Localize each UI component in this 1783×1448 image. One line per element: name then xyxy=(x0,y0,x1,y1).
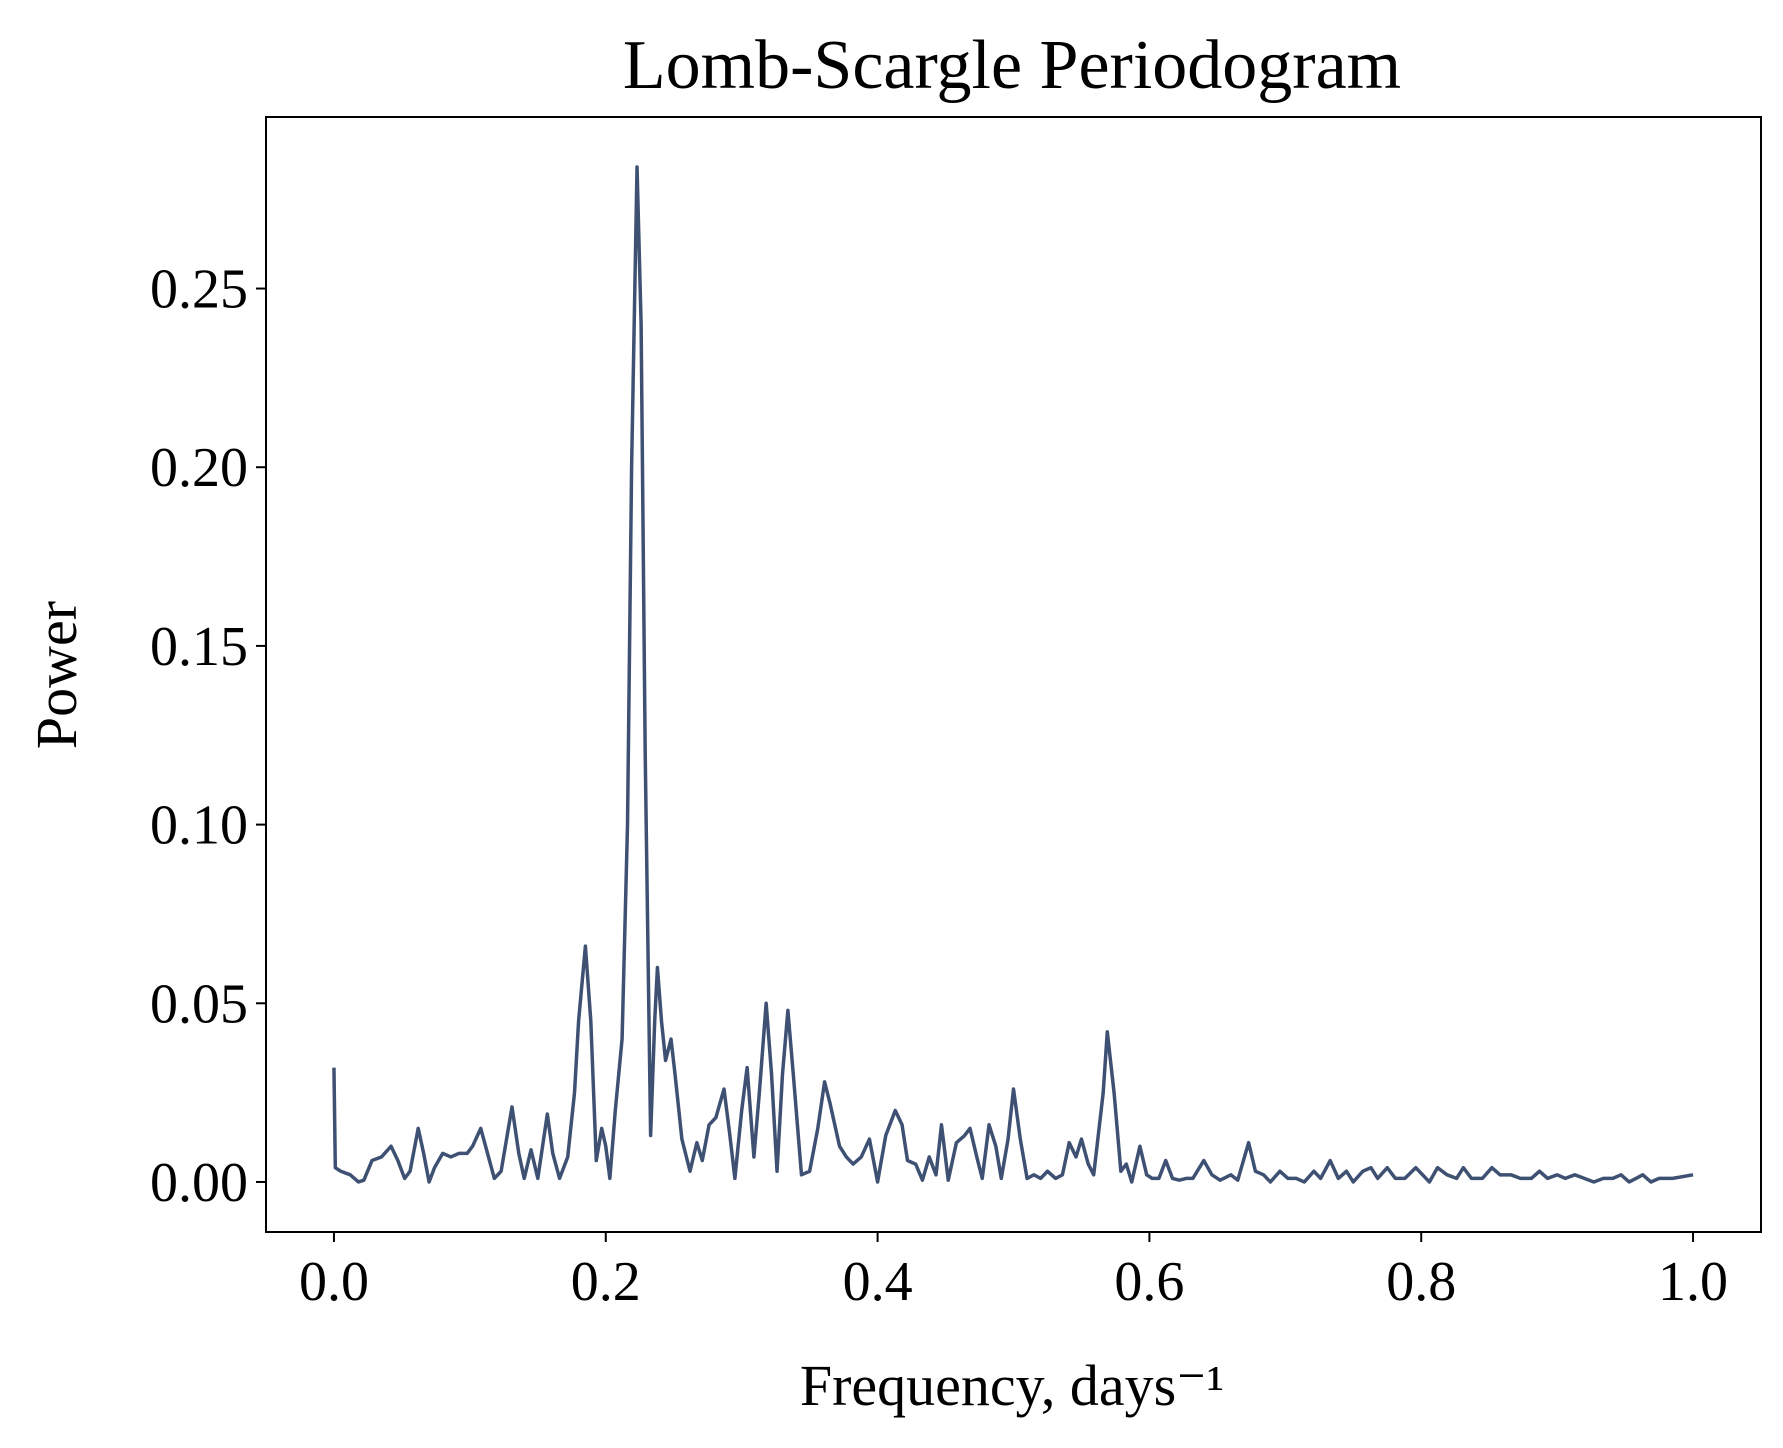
x-tick-label: 0.2 xyxy=(571,1251,641,1313)
y-tick-label: 0.20 xyxy=(150,437,248,499)
x-tick-label: 0.0 xyxy=(299,1251,369,1313)
y-axis-label: Power xyxy=(24,601,89,749)
y-tick-label: 0.00 xyxy=(150,1152,248,1214)
x-tick-label: 1.0 xyxy=(1658,1251,1728,1313)
x-tick-label: 0.4 xyxy=(843,1251,913,1313)
plot-frame xyxy=(265,116,1762,1233)
y-tick-label: 0.10 xyxy=(150,795,248,857)
chart-title: Lomb-Scargle Periodogram xyxy=(623,27,1401,104)
x-axis-label: Frequency, days⁻¹ xyxy=(800,1353,1224,1418)
y-tick-label: 0.05 xyxy=(150,973,248,1035)
x-tick-label: 0.8 xyxy=(1386,1251,1456,1313)
line xyxy=(332,165,1694,1184)
y-tick-label: 0.15 xyxy=(150,616,248,678)
x-tick-label: 0.6 xyxy=(1114,1251,1184,1313)
y-tick-label: 0.25 xyxy=(150,259,248,321)
